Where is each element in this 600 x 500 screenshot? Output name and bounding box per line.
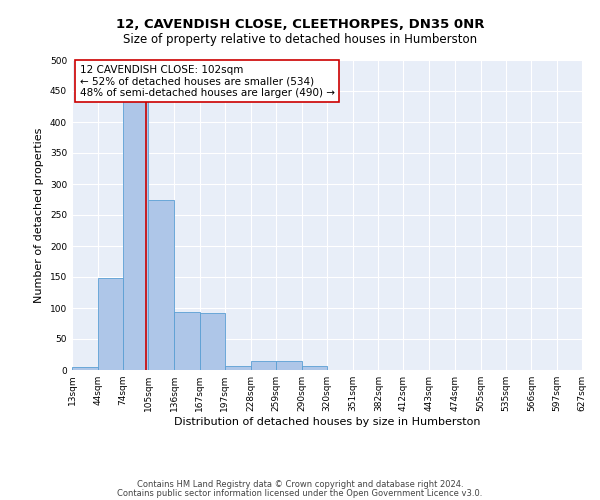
Bar (302, 366, 327, 370)
Bar (277, 360, 302, 370)
Bar (200, 313, 225, 370)
Bar (148, 200, 174, 370)
Bar (174, 312, 200, 370)
Bar (72, 367, 98, 370)
Y-axis label: Number of detached properties: Number of detached properties (34, 128, 44, 302)
Bar (98, 278, 122, 370)
X-axis label: Distribution of detached houses by size in Humberston: Distribution of detached houses by size … (174, 417, 480, 427)
Bar (251, 360, 277, 370)
Bar (122, 84, 148, 370)
Bar (225, 366, 251, 370)
Text: Size of property relative to detached houses in Humberston: Size of property relative to detached ho… (123, 32, 477, 46)
Text: Contains public sector information licensed under the Open Government Licence v3: Contains public sector information licen… (118, 488, 482, 498)
Text: 12 CAVENDISH CLOSE: 102sqm
← 52% of detached houses are smaller (534)
48% of sem: 12 CAVENDISH CLOSE: 102sqm ← 52% of deta… (80, 64, 335, 98)
Text: Contains HM Land Registry data © Crown copyright and database right 2024.: Contains HM Land Registry data © Crown c… (137, 480, 463, 489)
Text: 12, CAVENDISH CLOSE, CLEETHORPES, DN35 0NR: 12, CAVENDISH CLOSE, CLEETHORPES, DN35 0… (116, 18, 484, 30)
